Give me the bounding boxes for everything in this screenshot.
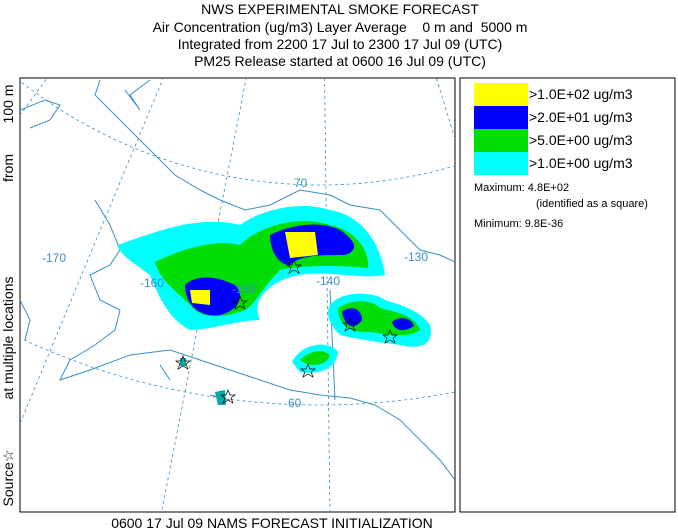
side-text: from: [0, 154, 16, 182]
map-frame: [19, 77, 456, 513]
footer: 0600 17 Jul 09 NAMS FORECAST INITIALIZAT…: [111, 515, 433, 531]
map: -170 -160 -150 -140 -130 70 60: [20, 78, 455, 512]
maximum-note: (identified as a square): [536, 198, 648, 210]
minimum: Minimum: 9.8E-36: [474, 218, 563, 230]
legend-label: >2.0E+01 ug/m3: [529, 109, 633, 125]
plume: [180, 358, 226, 405]
map-label: -160: [140, 276, 164, 290]
subtitle: Integrated from 2200 17 Jul to 2300 17 J…: [178, 36, 503, 52]
legend-label: >5.0E+00 ug/m3: [529, 132, 633, 148]
title: NWS EXPERIMENTAL SMOKE FORECAST: [201, 1, 479, 17]
plume: [342, 308, 414, 331]
side-label: Source☆ at multiple locations from 100 m: [0, 85, 16, 507]
map-label: -170: [42, 251, 66, 265]
legend-swatch: [474, 83, 528, 106]
legend-frame: [459, 77, 676, 513]
legend-swatch: [474, 152, 528, 175]
plume: [190, 232, 318, 305]
side-text: 100 m: [0, 85, 16, 124]
legend: >1.0E+02 ug/m3 >2.0E+01 ug/m3 >5.0E+00 ug/…: [474, 83, 633, 175]
legend-label: >1.0E+00 ug/m3: [529, 155, 633, 171]
subtitle: Air Concentration (ug/m3) Layer Average …: [153, 19, 528, 35]
coastline: [20, 79, 455, 481]
side-text: at multiple locations: [0, 277, 16, 400]
legend-swatch: [474, 106, 528, 129]
meridian: [20, 78, 164, 425]
map-label: 60: [288, 396, 302, 410]
legend-label: >1.0E+02 ug/m3: [529, 86, 633, 102]
map-label: -130: [404, 250, 428, 264]
side-text: Source☆: [0, 450, 16, 507]
map-label: -150: [232, 282, 256, 296]
plume: [300, 351, 330, 365]
legend-swatch: [474, 129, 528, 152]
meridian: [324, 78, 331, 512]
meridian: [435, 78, 455, 141]
maximum: Maximum: 4.8E+02: [474, 182, 569, 194]
coastline: [124, 79, 151, 111]
map-label: 70: [294, 176, 308, 190]
subtitle: PM25 Release started at 0600 16 Jul 09 (…: [194, 53, 486, 69]
meridian: [161, 78, 247, 512]
map-label: -140: [316, 274, 340, 288]
sources: [174, 259, 399, 404]
